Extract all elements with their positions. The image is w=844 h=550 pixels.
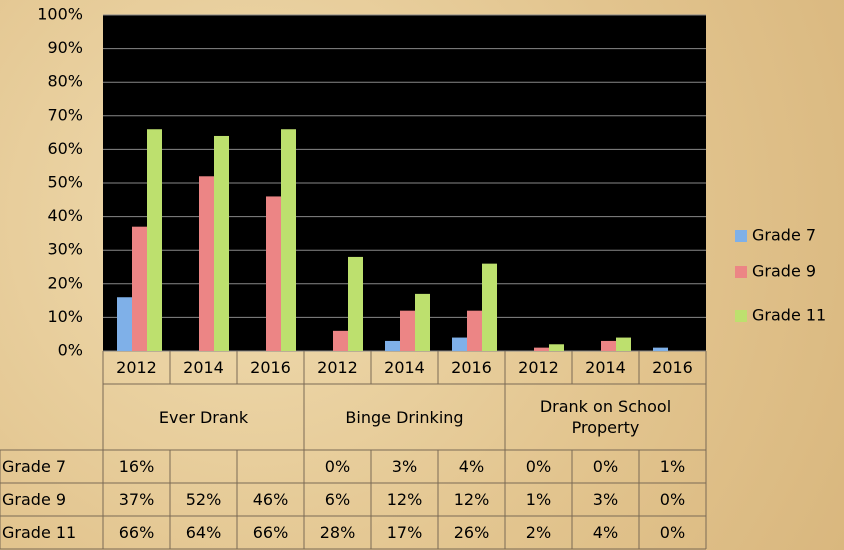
legend-swatch [735, 310, 747, 322]
table-value: 66% [252, 523, 289, 542]
legend-swatch [735, 230, 747, 242]
row-label: Grade 9 [2, 490, 67, 509]
table-value: 17% [386, 523, 423, 542]
bar [549, 344, 564, 351]
bar [132, 226, 147, 351]
bar [400, 310, 415, 351]
legend-label: Grade 11 [752, 306, 826, 325]
x-tick-label: 2016 [652, 358, 693, 377]
table-value: 28% [319, 523, 356, 542]
table-value: 37% [118, 490, 155, 509]
bar [147, 129, 162, 351]
legend-label: Grade 7 [752, 226, 816, 245]
y-tick-label: 40% [47, 206, 83, 225]
bar [348, 256, 363, 351]
bar [452, 337, 467, 351]
table-value: 26% [453, 523, 490, 542]
bar [281, 129, 296, 351]
table-value: 3% [391, 457, 418, 476]
table-value: 0% [324, 457, 351, 476]
table-value: 0% [525, 457, 552, 476]
bar [199, 176, 214, 351]
bar [616, 337, 631, 351]
y-tick-label: 50% [47, 173, 83, 192]
table-value: 6% [324, 490, 351, 509]
table-value: 0% [592, 457, 619, 476]
table-value: 1% [525, 490, 552, 509]
bar [214, 135, 229, 351]
bar [601, 340, 616, 351]
bar [266, 196, 281, 351]
x-tick-label: 2014 [384, 358, 425, 377]
group-label: Binge Drinking [345, 407, 464, 427]
table-value: 4% [592, 523, 619, 542]
y-tick-label: 90% [47, 38, 83, 57]
x-tick-label: 2014 [183, 358, 224, 377]
table-value: 0% [659, 490, 686, 509]
legend-label: Grade 9 [752, 262, 816, 281]
bar [482, 263, 497, 351]
table-value: 66% [118, 523, 155, 542]
table-value: 12% [453, 490, 490, 509]
table-value: 16% [118, 457, 155, 476]
table-value: 2% [525, 523, 552, 542]
y-tick-label: 10% [47, 307, 83, 326]
bar [117, 297, 132, 351]
group-label: Ever Drank [158, 407, 249, 427]
group-label: Drank on School Property [539, 397, 672, 437]
table-value: 1% [659, 457, 686, 476]
bar [385, 340, 400, 351]
y-tick-label: 60% [47, 139, 83, 158]
y-tick-label: 30% [47, 240, 83, 259]
bar [653, 347, 668, 351]
y-tick-label: 70% [47, 105, 83, 124]
table-value: 4% [458, 457, 485, 476]
x-tick-label: 2016 [451, 358, 492, 377]
row-label: Grade 11 [2, 523, 77, 542]
x-tick-label: 2014 [585, 358, 626, 377]
table-value: 46% [252, 490, 289, 509]
table-value: 12% [386, 490, 423, 509]
y-tick-label: 100% [37, 5, 83, 24]
table-value: 52% [185, 490, 222, 509]
legend-swatch [735, 266, 747, 278]
row-label: Grade 7 [2, 457, 67, 476]
y-tick-label: 0% [58, 341, 83, 360]
y-tick-label: 80% [47, 72, 83, 91]
bar [467, 310, 482, 351]
table-value: 64% [185, 523, 222, 542]
x-tick-label: 2012 [317, 358, 358, 377]
x-tick-label: 2012 [518, 358, 559, 377]
bar [333, 330, 348, 351]
table-value: 0% [659, 523, 686, 542]
bar [534, 347, 549, 351]
table-value: 3% [592, 490, 619, 509]
x-tick-label: 2016 [250, 358, 291, 377]
y-tick-label: 20% [47, 273, 83, 292]
x-tick-label: 2012 [116, 358, 157, 377]
bar [415, 293, 430, 351]
